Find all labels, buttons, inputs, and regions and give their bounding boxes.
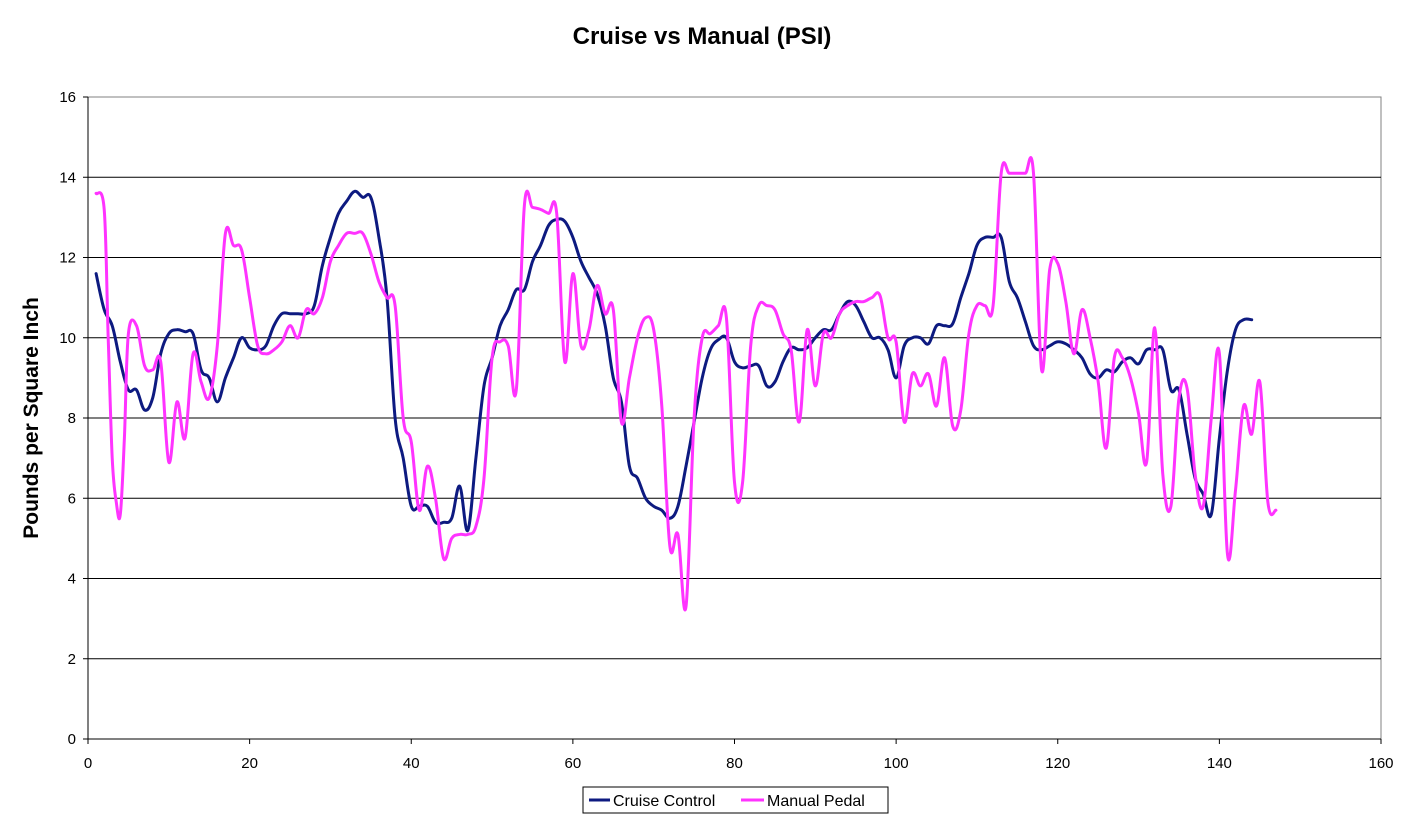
legend: Cruise Control Manual Pedal — [582, 786, 889, 814]
legend-label-manual-pedal: Manual Pedal — [767, 793, 865, 810]
x-tick-label: 0 — [84, 755, 92, 772]
y-tick-label: 6 — [68, 490, 76, 507]
y-tick-label: 0 — [68, 731, 76, 748]
legend-box — [582, 786, 889, 814]
y-tick-label: 12 — [59, 250, 76, 267]
x-tick-label: 80 — [726, 755, 743, 772]
series-lines — [94, 155, 1278, 612]
y-tick-label: 8 — [68, 410, 76, 427]
y-tick-label: 4 — [68, 571, 76, 588]
x-tick-label: 40 — [403, 755, 420, 772]
x-tick-labels: 0 20 40 60 80 100 120 140 160 — [84, 755, 1394, 772]
y-tick-label: 16 — [59, 89, 76, 106]
x-tick-label: 140 — [1207, 755, 1232, 772]
y-axis-label: Pounds per Square Inch — [20, 297, 43, 539]
x-tick-label: 160 — [1368, 755, 1393, 772]
y-tick-label: 10 — [59, 330, 76, 347]
x-tick-label: 20 — [241, 755, 258, 772]
y-tick-label: 2 — [68, 651, 76, 668]
y-tick-labels: 0 2 4 6 8 10 12 14 16 — [59, 89, 76, 748]
x-tick-label: 100 — [884, 755, 909, 772]
x-tick-label: 60 — [565, 755, 582, 772]
series-line-cruise-control — [94, 189, 1254, 532]
legend-label-cruise-control: Cruise Control — [613, 793, 715, 810]
y-tick-label: 14 — [59, 169, 76, 186]
axes — [83, 96, 1382, 744]
series-line-manual-pedal — [94, 155, 1278, 612]
chart-title: Cruise vs Manual (PSI) — [573, 23, 832, 50]
x-tick-label: 120 — [1045, 755, 1070, 772]
